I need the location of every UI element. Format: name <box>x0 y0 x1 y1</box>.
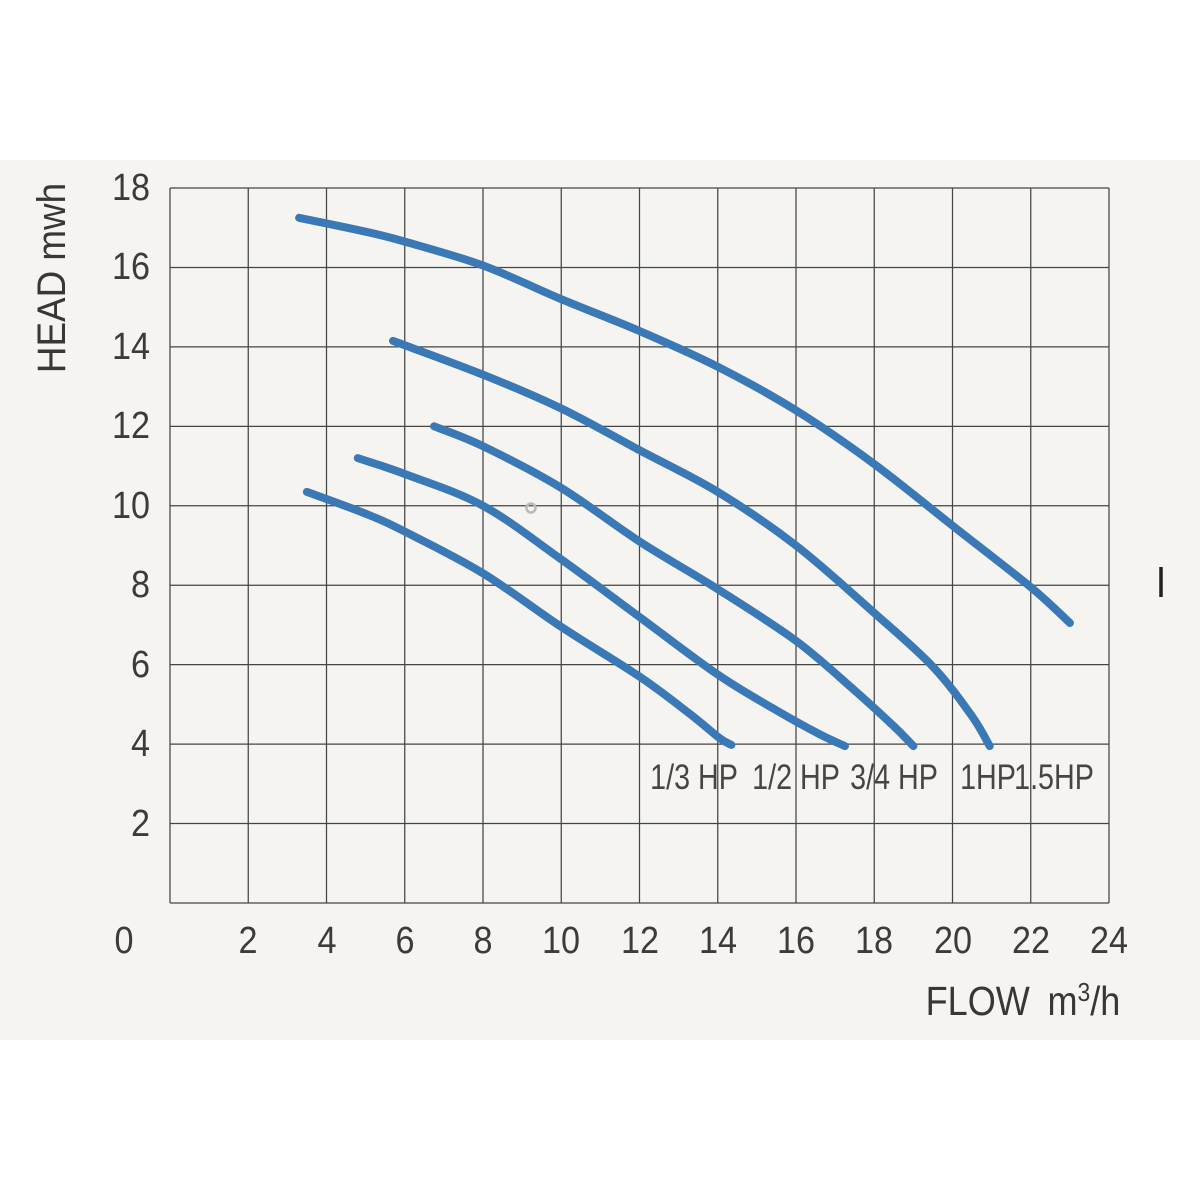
x-tick-2: 2 <box>238 920 258 962</box>
chart-panel <box>0 160 1200 1040</box>
smudge-dot <box>525 502 537 514</box>
curve-label-1-5hp: 1.5HP <box>1014 757 1095 797</box>
x-tick-6: 6 <box>395 920 415 962</box>
pump-curve-1hp <box>389 336 994 751</box>
x-axis-unit-suffix: /h <box>1090 978 1121 1024</box>
x-axis-title: FLOW m3/h <box>882 977 1164 1025</box>
pump-curve-1-3-hp <box>302 487 736 749</box>
origin-tick: 0 <box>114 920 134 962</box>
x-axis-unit-base: m <box>1047 978 1078 1024</box>
pump-curve-3-4-hp <box>430 422 918 751</box>
pump-curves <box>295 213 1074 751</box>
x-axis-unit-exponent: 3 <box>1077 977 1091 1007</box>
y-tick-2: 2 <box>130 802 150 845</box>
y-tick-16: 16 <box>111 246 150 289</box>
x-tick-22: 22 <box>1011 920 1050 962</box>
x-tick-10: 10 <box>542 920 581 962</box>
curve-label-1hp: 1HP <box>959 757 1016 797</box>
curve-label-1-3-hp: 1/3 HP <box>650 757 739 797</box>
curve-label-1-2-hp: 1/2 HP <box>752 757 840 797</box>
x-tick-8: 8 <box>473 920 493 962</box>
y-tick-18: 18 <box>111 167 150 209</box>
y-tick-12: 12 <box>111 405 150 448</box>
y-tick-4: 4 <box>130 723 150 766</box>
x-tick-18: 18 <box>855 920 894 962</box>
x-tick-12: 12 <box>620 920 659 962</box>
x-axis-title-word: FLOW <box>925 978 1030 1024</box>
pump-curve-1-2-hp <box>353 454 849 751</box>
y-tick-6: 6 <box>130 643 150 686</box>
pump-curve-1-5hp <box>295 213 1074 627</box>
y-tick-10: 10 <box>111 484 150 527</box>
grid <box>169 187 1110 904</box>
x-tick-4: 4 <box>316 920 337 962</box>
curve-label-3-4-hp: 3/4 HP <box>849 757 938 797</box>
x-tick-20: 20 <box>933 920 972 962</box>
x-tick-16: 16 <box>776 920 816 962</box>
y-axis-title: HEAD mwh <box>30 182 74 374</box>
x-tick-14: 14 <box>698 920 737 962</box>
x-tick-24: 24 <box>1089 920 1129 962</box>
y-tick-8: 8 <box>130 564 150 607</box>
y-tick-14: 14 <box>111 325 150 368</box>
print-artifacts <box>525 502 1163 597</box>
